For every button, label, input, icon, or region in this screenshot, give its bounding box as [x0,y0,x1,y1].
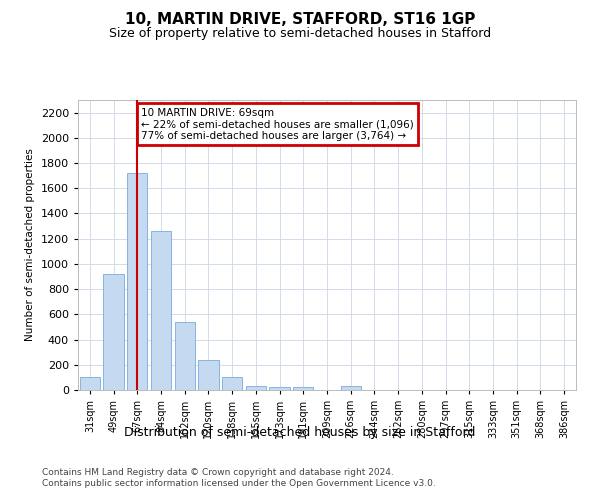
Bar [80,378,100,390]
Y-axis label: Number of semi-detached properties: Number of semi-detached properties [25,148,35,342]
Bar [222,377,242,390]
Bar [341,386,361,390]
Text: 10, MARTIN DRIVE, STAFFORD, ST16 1GP: 10, MARTIN DRIVE, STAFFORD, ST16 1GP [125,12,475,28]
Text: Size of property relative to semi-detached houses in Stafford: Size of property relative to semi-detach… [109,28,491,40]
Bar [269,387,290,390]
Bar [199,360,218,390]
Text: Contains HM Land Registry data © Crown copyright and database right 2024.
Contai: Contains HM Land Registry data © Crown c… [42,468,436,487]
Text: 10 MARTIN DRIVE: 69sqm
← 22% of semi-detached houses are smaller (1,096)
77% of : 10 MARTIN DRIVE: 69sqm ← 22% of semi-det… [141,108,413,141]
Bar [293,388,313,390]
Bar [175,322,195,390]
Text: Distribution of semi-detached houses by size in Stafford: Distribution of semi-detached houses by … [124,426,476,439]
Bar [103,274,124,390]
Bar [127,173,148,390]
Bar [246,386,266,390]
Bar [151,231,171,390]
